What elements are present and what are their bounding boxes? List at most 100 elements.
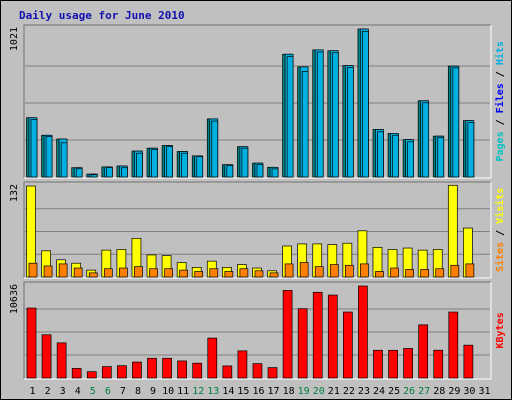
panel-hits-files-pages-files-bar: [30, 119, 38, 178]
panel-visits-sites-sites-bar: [465, 263, 475, 278]
panel-visits-sites-sites-bar: [299, 262, 309, 278]
x-tick-label: 15: [237, 386, 249, 397]
panel-kbytes-highlight: [24, 282, 492, 380]
panel-visits-sites-sites-bar: [375, 271, 384, 278]
panel-hits-files-pages-files-bar: [166, 146, 173, 178]
panel-visits-sites-sites-bar: [149, 268, 158, 278]
x-tick-label: 6: [105, 386, 111, 397]
panel-visits-sites-sites-bar: [435, 268, 445, 278]
panel-visits-sites-legend: Sites / Visits: [494, 188, 506, 272]
panel-hits-files-pages-files-bar: [452, 67, 460, 178]
panel-hits-files-pages-files-bar: [437, 137, 445, 178]
panel-hits-files-pages-legend-separator: /: [495, 113, 506, 131]
panel-kbytes-kbytes-bar: [101, 366, 112, 379]
panel-hits-files-pages-files-bar: [377, 131, 384, 178]
panel-hits-files-pages-files-bar: [226, 165, 234, 178]
panel-hits-files-pages-files-bar: [271, 168, 279, 178]
panel-hits-files-pages-files-bar: [136, 152, 143, 178]
x-tick-label: 10: [162, 386, 174, 397]
x-tick-label: 9: [150, 386, 156, 397]
panel-visits-sites-sites-bar: [194, 271, 204, 278]
panel-hits-files-pages-legend-hits: Hits: [494, 41, 506, 65]
panel-visits-sites-sites-bar: [254, 270, 264, 278]
panel-visits-sites-sites-bar: [345, 264, 354, 278]
panel-hits-files-pages-legend-pages: Pages: [495, 131, 506, 161]
x-tick-label: 24: [373, 386, 385, 397]
panel-visits-sites-sites-bar: [329, 264, 339, 278]
x-tick-label: 18: [283, 386, 295, 397]
panel-kbytes-kbytes-bar: [327, 294, 338, 379]
panel-hits-files-pages-files-bar: [347, 67, 354, 178]
panel-visits-sites-sites-bar: [43, 265, 53, 278]
panel-hits-files-pages-legend: Pages / Files / Hits: [494, 41, 506, 161]
panel-kbytes-kbytes-bar: [71, 368, 82, 379]
x-tick-label: 8: [135, 386, 141, 397]
x-tick-label: 29: [448, 386, 460, 397]
panel-kbytes-bg: [24, 282, 491, 379]
x-tick-label: 25: [388, 386, 400, 397]
panel-hits-files-pages-files-bar: [241, 147, 249, 178]
x-tick-label: 13: [207, 386, 219, 397]
panel-kbytes-kbytes-bar: [177, 360, 187, 379]
panel-kbytes-kbytes-bar: [312, 291, 323, 379]
panel-hits-files-pages-files-bar: [286, 56, 294, 178]
panel-kbytes-kbytes-bar: [222, 365, 233, 379]
panel-hits-files-pages-legend-files: Files: [494, 83, 506, 113]
panel-hits-files-pages-legend-separator: /: [495, 65, 506, 83]
panel-kbytes-kbytes-bar: [207, 337, 218, 379]
panel-kbytes-kbytes-bar: [358, 285, 368, 379]
panel-hits-files-pages-shadow: [23, 24, 491, 178]
x-tick-label: 26: [403, 386, 415, 397]
panel-kbytes-kbytes-bar: [448, 311, 459, 379]
panel-kbytes-legend-kbytes: KBytes: [495, 312, 506, 348]
panel-hits-files-pages-files-bar: [196, 156, 204, 178]
panel-kbytes-kbytes-bar: [147, 357, 157, 379]
panel-kbytes-kbytes-bar: [463, 344, 474, 379]
x-tick-label: 23: [358, 386, 370, 397]
panel-hits-files-pages-files-bar: [105, 167, 113, 178]
x-tick-label: 7: [120, 386, 126, 397]
panel-visits-sites-sites-bar: [390, 267, 399, 278]
panel-hits-files-pages-files-bar: [90, 174, 98, 178]
panel-visits-sites-sites-bar: [58, 263, 68, 278]
panel-hits-files-pages-files-bar: [211, 120, 219, 178]
panel-hits-files-pages-files-bar: [331, 52, 339, 178]
x-tick-label: 30: [463, 386, 475, 397]
x-tick-label: 27: [418, 386, 430, 397]
panel-visits-sites-sites-bar: [360, 263, 369, 278]
panel-visits-sites-sites-bar: [164, 268, 173, 278]
panel-hits-files-pages-files-bar: [467, 122, 475, 178]
panel-visits-sites-sites-bar: [314, 266, 324, 278]
panel-hits-files-pages-files-bar: [45, 136, 53, 178]
x-tick-label: 17: [268, 386, 280, 397]
panel-kbytes-kbytes-bar: [41, 334, 52, 379]
panel-visits-sites-sites-bar: [450, 264, 460, 278]
panel-kbytes-kbytes-bar: [192, 362, 203, 379]
panel-kbytes-kbytes-bar: [132, 361, 142, 379]
panel-kbytes-kbytes-bar: [433, 349, 444, 379]
panel-hits-files-pages-files-bar: [301, 71, 309, 178]
panel-hits-files-pages-files-bar: [181, 152, 188, 178]
x-tick-label: 16: [252, 386, 264, 397]
x-tick-label: 11: [177, 386, 189, 397]
x-tick-label: 2: [45, 386, 51, 397]
panel-hits-files-pages-ymax-label: 1021: [9, 27, 20, 51]
panel-kbytes-kbytes-bar: [86, 371, 97, 379]
panel-hits-files-pages-files-bar: [316, 51, 324, 178]
panel-visits-sites-visits-bar: [447, 184, 458, 278]
x-tick-label: 28: [433, 386, 445, 397]
panel-visits-sites-sites-bar: [28, 262, 38, 278]
panel-visits-sites-sites-bar: [284, 263, 294, 278]
panel-visits-sites-legend-sites: Sites: [494, 242, 506, 272]
panel-visits-sites-sites-bar: [405, 269, 414, 278]
panel-visits-sites-legend-visits: Visits: [494, 188, 506, 224]
panel-visits-sites-ymax-label: 132: [9, 184, 20, 202]
chart-title: Daily usage for June 2010: [19, 9, 185, 22]
panel-hits-files-pages-files-bar: [60, 142, 68, 178]
x-tick-label: 31: [478, 386, 490, 397]
panel-kbytes-kbytes-bar: [162, 357, 172, 379]
panel-visits-sites-sites-bar: [420, 269, 430, 278]
x-tick-label: 20: [313, 386, 325, 397]
